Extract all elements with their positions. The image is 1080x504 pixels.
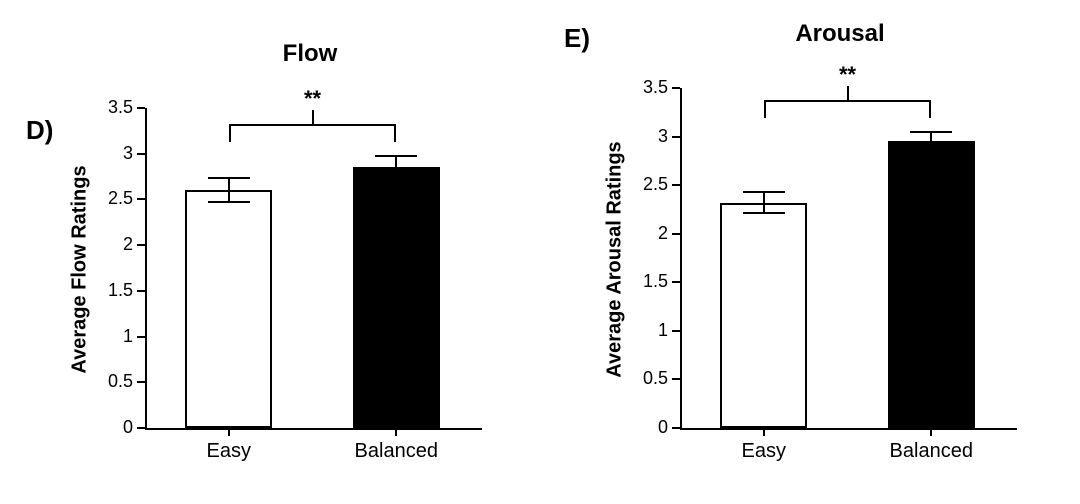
y-axis-label-E: Average Arousal Ratings — [604, 110, 627, 410]
y-tick — [672, 136, 680, 138]
y-tick-label: 0.5 — [620, 368, 668, 389]
significance-bracket — [229, 124, 397, 126]
y-tick — [672, 427, 680, 429]
panel-label-D: D) — [26, 115, 53, 146]
errorbar-cap — [910, 150, 952, 152]
y-tick-label: 3.5 — [85, 97, 133, 118]
panel-label-E: E) — [564, 23, 590, 54]
errorbar-cap — [208, 177, 250, 179]
y-tick — [672, 330, 680, 332]
x-tick — [763, 428, 765, 436]
y-tick — [137, 427, 145, 429]
significance-bracket — [312, 110, 314, 124]
y-tick — [137, 336, 145, 338]
x-category-label: Balanced — [326, 440, 466, 463]
significance-bracket — [764, 100, 766, 118]
significance-bracket — [929, 100, 931, 118]
y-tick-label: 3 — [85, 143, 133, 164]
bar-D-0 — [185, 190, 272, 428]
x-category-label: Easy — [159, 440, 299, 463]
bar-E-0 — [720, 203, 807, 428]
y-tick — [137, 244, 145, 246]
chart-title-D: Flow — [160, 40, 460, 68]
y-tick — [137, 153, 145, 155]
significance-marker: ** — [283, 86, 343, 112]
y-tick-label: 2.5 — [620, 174, 668, 195]
errorbar-cap — [375, 178, 417, 180]
y-tick-label: 3.5 — [620, 77, 668, 98]
y-tick — [137, 381, 145, 383]
y-tick-label: 0.5 — [85, 371, 133, 392]
bar-D-1 — [353, 167, 440, 428]
errorbar-stem — [228, 178, 230, 202]
errorbar-cap — [375, 155, 417, 157]
y-tick-label: 2.5 — [85, 188, 133, 209]
x-category-label: Easy — [694, 440, 834, 463]
y-tick-label: 1.5 — [85, 280, 133, 301]
y-tick — [672, 87, 680, 89]
errorbar-cap — [743, 191, 785, 193]
significance-bracket — [847, 86, 849, 100]
significance-bracket — [394, 124, 396, 142]
y-tick-label: 2 — [620, 223, 668, 244]
y-tick-label: 1.5 — [620, 271, 668, 292]
y-tick — [672, 281, 680, 283]
y-tick-label: 3 — [620, 126, 668, 147]
errorbar-cap — [910, 131, 952, 133]
significance-marker: ** — [818, 62, 878, 88]
y-tick — [672, 233, 680, 235]
y-tick — [137, 198, 145, 200]
x-tick — [395, 428, 397, 436]
errorbar-stem — [395, 156, 397, 180]
y-tick-label: 2 — [85, 234, 133, 255]
bar-E-1 — [888, 141, 975, 428]
errorbar-stem — [930, 132, 932, 151]
errorbar-cap — [743, 212, 785, 214]
chart-title-E: Arousal — [690, 20, 990, 48]
errorbar-stem — [763, 192, 765, 213]
y-tick-label: 1 — [620, 320, 668, 341]
y-tick — [672, 184, 680, 186]
y-tick — [672, 378, 680, 380]
x-category-label: Balanced — [861, 440, 1001, 463]
errorbar-cap — [208, 201, 250, 203]
y-tick — [137, 107, 145, 109]
y-tick-label: 0 — [85, 417, 133, 438]
y-tick-label: 1 — [85, 326, 133, 347]
significance-bracket — [229, 124, 231, 142]
x-tick — [930, 428, 932, 436]
y-tick — [137, 290, 145, 292]
significance-bracket — [764, 100, 932, 102]
y-tick-label: 0 — [620, 417, 668, 438]
x-tick — [228, 428, 230, 436]
